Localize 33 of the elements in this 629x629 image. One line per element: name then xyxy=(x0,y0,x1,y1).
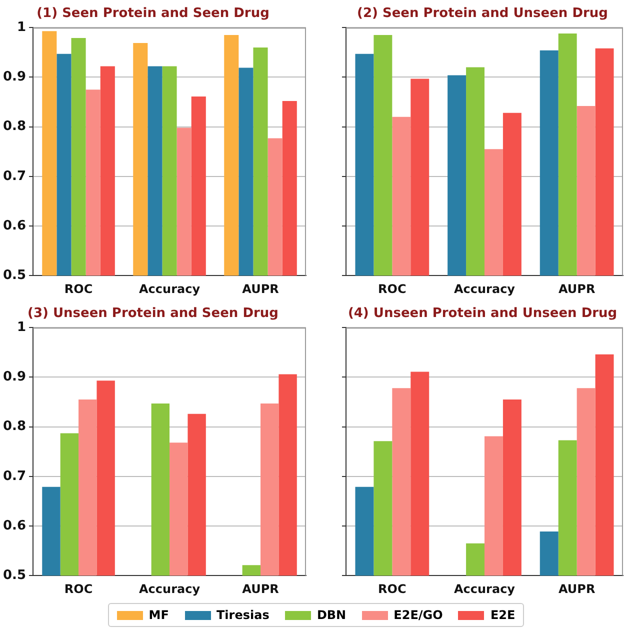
x-tick-label: AUPR xyxy=(242,282,279,296)
legend-label: E2E xyxy=(490,608,516,622)
y-tick-label: 0.9 xyxy=(3,370,26,385)
y-tick-label: 0.6 xyxy=(3,218,26,234)
x-tick-label: ROC xyxy=(378,282,406,296)
x-tick-label: ROC xyxy=(64,282,93,296)
y-tick-label: 0.7 xyxy=(3,168,26,184)
x-tick-label: Accuracy xyxy=(454,282,516,296)
y-tick-label: 1 xyxy=(16,320,26,335)
x-tick-label: Accuracy xyxy=(139,582,200,596)
y-tick-label: 0.5 xyxy=(3,268,26,283)
chart-title: (4) Unseen Protein and Unseen Drug xyxy=(348,306,618,322)
x-tick-label: AUPR xyxy=(558,582,596,596)
legend-label: Tiresias xyxy=(216,608,270,622)
y-tick-label: 0.8 xyxy=(3,419,26,434)
x-tick-label: Accuracy xyxy=(454,582,516,596)
chart-title: (1) Seen Protein and Seen Drug xyxy=(36,6,270,22)
x-tick-label: AUPR xyxy=(558,282,596,296)
legend-label: DBN xyxy=(316,608,346,622)
x-tick-label: AUPR xyxy=(242,582,279,596)
x-tick-label: ROC xyxy=(64,582,93,596)
legend-label: E2E/GO xyxy=(394,608,443,622)
y-tick-label: 0.7 xyxy=(3,468,26,484)
y-tick-label: 1 xyxy=(16,20,26,35)
x-tick-label: ROC xyxy=(378,582,406,596)
y-tick-label: 0.9 xyxy=(3,70,26,85)
y-tick-label: 0.6 xyxy=(3,518,26,534)
legend-label: MF xyxy=(148,608,169,622)
chart-title: (2) Seen Protein and Unseen Drug xyxy=(357,6,608,22)
x-tick-label: Accuracy xyxy=(139,282,200,296)
y-tick-label: 0.8 xyxy=(3,119,26,134)
y-tick-label: 0.5 xyxy=(3,568,26,583)
chart-title: (3) Unseen Protein and Seen Drug xyxy=(28,306,278,322)
